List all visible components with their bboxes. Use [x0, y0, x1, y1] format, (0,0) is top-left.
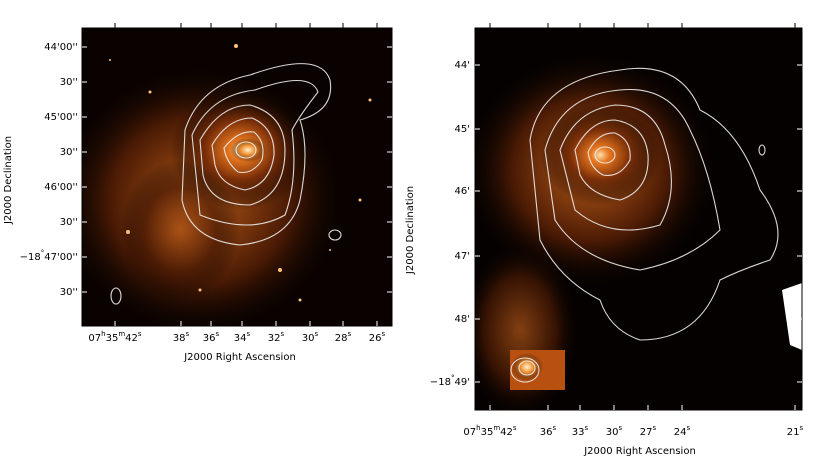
x-tick-label: 36s — [203, 330, 220, 344]
x-tick-label: 30s — [606, 424, 623, 438]
y-tick-label: 30'' — [60, 77, 78, 88]
x-tick-label: 33s — [572, 424, 589, 438]
x-tick-label: 27s — [640, 424, 657, 438]
y-axis-label: J2000 Declination — [3, 136, 14, 225]
y-tick-label: 30'' — [60, 217, 78, 228]
x-tick-label: 07h35m42s — [88, 330, 142, 344]
y-tick-label: 46'00'' — [44, 182, 78, 193]
y-tick-label: 45'00'' — [44, 112, 78, 123]
y-tick-label: 47' — [455, 251, 471, 262]
y-tick-label: 45' — [455, 124, 471, 135]
x-tick-label: 32s — [268, 330, 285, 344]
x-axis-label: J2000 Right Ascension — [583, 446, 696, 457]
x-tick-label: 26s — [369, 330, 386, 344]
y-tick-label: 30'' — [60, 287, 78, 298]
y-tick-label: −18°47'00'' — [20, 249, 78, 263]
left-image — [82, 28, 392, 326]
y-tick-label: 30'' — [60, 147, 78, 158]
right-frame — [474, 27, 803, 411]
x-tick-label: 21s — [787, 424, 804, 438]
y-tick-label: −18°49' — [430, 374, 470, 388]
y-tick-label: 44' — [455, 60, 471, 71]
y-tick-label: 48' — [455, 314, 471, 325]
x-tick-label: 38s — [173, 330, 190, 344]
x-tick-label: 28s — [335, 330, 352, 344]
x-tick-label: 36s — [540, 424, 557, 438]
y-tick-label: 44'00'' — [44, 42, 78, 53]
y-axis-label: J2000 Declination — [405, 186, 416, 275]
x-tick-label: 07h35m42s — [463, 424, 517, 438]
x-tick-label: 30s — [302, 330, 319, 344]
x-tick-label: 24s — [674, 424, 691, 438]
right-image — [475, 28, 802, 410]
x-tick-label: 34s — [234, 330, 251, 344]
x-axis-label: J2000 Right Ascension — [183, 352, 296, 363]
left-frame — [81, 27, 393, 327]
y-tick-label: 46' — [455, 186, 471, 197]
